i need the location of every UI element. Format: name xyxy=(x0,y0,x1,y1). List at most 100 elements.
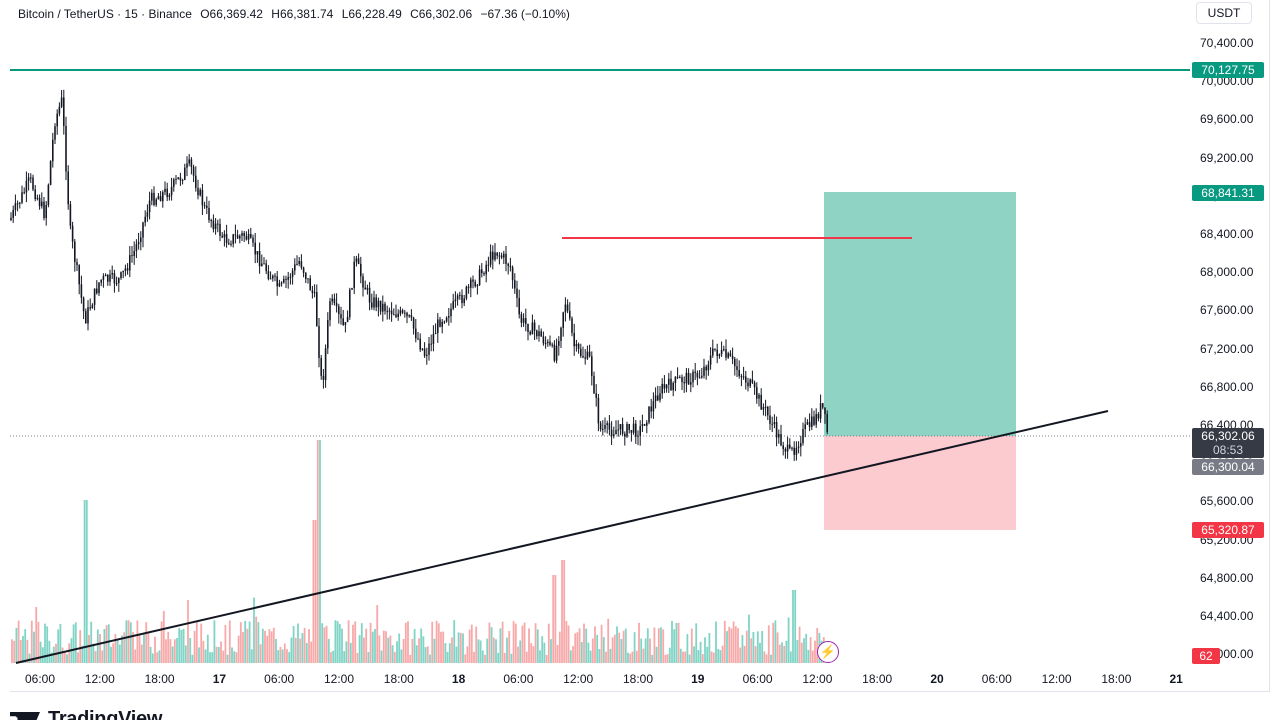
candle-body xyxy=(239,235,241,239)
candle-body xyxy=(762,407,765,410)
currency-selector[interactable]: USDT xyxy=(1196,2,1252,24)
candle-body xyxy=(617,429,619,431)
candle-body xyxy=(683,382,685,384)
tradingview-logo: TradingView xyxy=(10,708,162,720)
volume-bar xyxy=(688,654,691,663)
long-position-tool[interactable] xyxy=(824,192,1016,530)
volume-bar xyxy=(750,638,753,663)
candle-body xyxy=(135,244,138,252)
volume-bar xyxy=(323,627,326,663)
lightning-icon[interactable]: ⚡ xyxy=(817,641,839,663)
candle-body xyxy=(802,428,804,444)
candle-body xyxy=(639,426,641,436)
volume-bar xyxy=(68,643,71,663)
candle-body xyxy=(474,281,476,287)
candle-body xyxy=(140,237,142,243)
volume-bar xyxy=(695,623,698,663)
volume-bar xyxy=(666,654,669,663)
time-axis-label: 06:00 xyxy=(264,672,295,686)
candle-body xyxy=(509,265,512,268)
candle-body xyxy=(164,188,166,193)
volume-bar xyxy=(341,628,343,663)
volume-bar xyxy=(246,628,249,663)
candle-body xyxy=(681,377,683,383)
candle-body xyxy=(14,203,17,211)
volume-bar xyxy=(297,623,299,663)
candle-body xyxy=(595,393,597,398)
candle-body xyxy=(756,387,758,399)
volume-bar xyxy=(556,645,559,663)
candle-body xyxy=(423,348,426,356)
volume-bar xyxy=(653,627,656,663)
candle-body xyxy=(100,279,102,283)
candle-body xyxy=(806,422,809,425)
volume-bar xyxy=(721,645,724,663)
volume-bar xyxy=(83,500,86,663)
candle-body xyxy=(52,139,54,162)
trendline[interactable] xyxy=(15,410,1109,664)
volume-bar xyxy=(202,640,205,663)
candle-body xyxy=(214,223,217,230)
volume-bar xyxy=(371,631,374,663)
volume-bar xyxy=(235,652,238,663)
candle-body xyxy=(85,311,87,324)
time-axis-day-label: 18 xyxy=(451,672,466,686)
candle-body xyxy=(133,251,135,256)
candle-body xyxy=(188,159,190,164)
candle-body xyxy=(298,261,300,264)
volume-bar xyxy=(778,644,781,663)
candle-body xyxy=(778,434,780,438)
candle-body xyxy=(232,234,234,244)
volume-bar xyxy=(708,633,711,663)
volume-bar xyxy=(644,638,647,663)
symbol-title[interactable]: Bitcoin / TetherUS · 15 · Binance xyxy=(18,7,192,21)
candle-body xyxy=(107,274,109,282)
candle-body xyxy=(676,376,679,378)
volume-bar xyxy=(440,631,442,663)
volume-bar xyxy=(591,638,594,663)
volume-bar xyxy=(499,628,502,663)
volume-bar xyxy=(576,632,579,663)
volume-bar xyxy=(411,638,414,663)
volume-bar xyxy=(473,651,475,663)
volume-bar xyxy=(655,646,658,663)
volume-bar xyxy=(286,649,288,663)
candle-body xyxy=(714,348,716,350)
volume-bar xyxy=(215,646,218,663)
candle-body xyxy=(353,261,355,288)
volume-bar xyxy=(338,623,341,663)
candle-body xyxy=(608,423,611,430)
candle-body xyxy=(599,423,602,430)
candle-body xyxy=(531,322,534,335)
candle-body xyxy=(822,403,824,408)
volume-bar xyxy=(422,636,425,663)
volume-bar xyxy=(732,621,735,663)
chart-pane[interactable] xyxy=(10,0,1270,692)
volume-bar xyxy=(772,622,775,663)
volume-bar xyxy=(387,637,390,663)
volume-bar xyxy=(110,646,112,663)
candle-body xyxy=(498,255,501,257)
volume-bar xyxy=(618,632,621,663)
candle-body xyxy=(443,321,446,323)
candle-body xyxy=(538,331,540,337)
volume-bar xyxy=(169,639,172,663)
volume-bar xyxy=(360,623,363,663)
volume-bar xyxy=(114,633,117,663)
candle-body xyxy=(705,366,707,371)
candle-body xyxy=(102,276,105,280)
volume-bar xyxy=(627,652,629,663)
volume-bar xyxy=(660,627,662,663)
candle-body xyxy=(278,283,281,287)
volume-bar xyxy=(613,634,616,663)
candle-body xyxy=(492,251,494,260)
volume-bar xyxy=(629,653,632,663)
candle-body xyxy=(151,192,153,201)
candle-body xyxy=(104,274,107,277)
price-axis-label: 64,400.00 xyxy=(1200,609,1254,623)
candle-body xyxy=(195,175,197,188)
candle-body xyxy=(577,344,580,349)
volume-bar xyxy=(545,654,548,663)
candle-body xyxy=(723,349,725,351)
